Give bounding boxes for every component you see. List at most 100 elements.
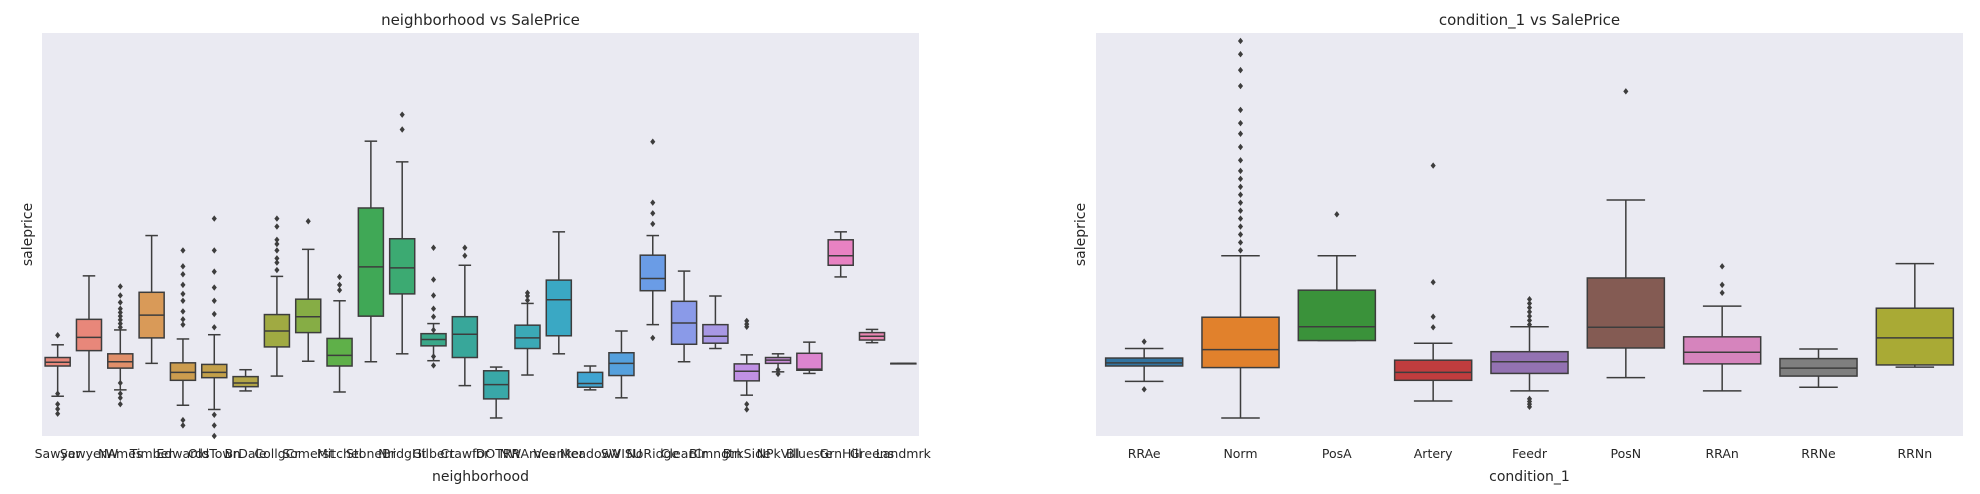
x-tick-labels: SawyerSawyerWNAmesTimberEdwardsOldTownBr… [35,446,932,461]
outlier-point [1237,247,1244,254]
box-Mitchel [326,273,353,393]
outlier-point [274,259,280,266]
outlier-point [524,289,531,297]
box-NAmes [107,283,134,408]
box-iqr [1393,359,1473,382]
box-iqr [827,239,854,267]
x-tick-label: BrDale [225,446,267,461]
outlier-point [1526,300,1533,307]
y-axis-label: saleprice [1073,203,1089,266]
box-SWISU [608,330,635,399]
x-tick-label: RRNn [1898,446,1933,461]
box-iqr [514,324,541,350]
x-tick-label: Crawfor [440,446,490,461]
x-tick-label: BrkSide [723,446,771,461]
box-iqr [702,323,729,344]
outlier-point [180,316,186,323]
x-tick-label: NridgHt [378,446,426,461]
outlier-point [55,405,61,413]
outlier-point [1526,304,1533,311]
outlier-point [117,292,123,299]
box-iqr [1490,350,1569,375]
outlier-point [1237,130,1244,137]
box-Feedr [1490,295,1569,411]
box-marks [44,111,917,440]
box-Veenker [545,231,573,355]
outlier-point [744,406,750,413]
outlier-point [430,362,437,369]
outlier-point [1526,312,1533,320]
outlier-point [1237,82,1244,90]
outlier-point [1237,37,1244,45]
outlier-point [1526,308,1533,316]
box-MeadowV [576,365,604,391]
box-iqr [1682,336,1762,365]
box-PosN [1586,88,1666,379]
box-Landmrk [890,362,917,365]
outlier-point [55,332,61,339]
outlier-point [117,324,123,331]
outlier-point [744,400,750,408]
outlier-point [1237,51,1244,58]
x-tick-label: SawyerW [60,446,118,461]
outlier-point [1141,386,1147,393]
box-iqr [1779,357,1858,377]
outlier-point [1719,281,1725,289]
outlier-point [775,370,781,378]
outlier-point [180,281,186,289]
box-Norm [1201,37,1280,419]
outlier-point [117,305,123,312]
outlier-point [117,316,123,324]
neighborhood-boxplot: neighborhood vs SalePrice neighborhood s… [20,11,932,485]
outlier-point [1237,143,1244,151]
box-iqr [232,375,259,388]
box-PosA [1297,211,1377,342]
outlier-point [1526,317,1533,324]
x-tick-label: Somerst [282,446,334,461]
x-tick-label: NWAmes [499,446,555,461]
box-iqr [200,363,228,379]
box-NWAmes [514,289,541,376]
box-iqr [1586,277,1666,349]
x-tick-label: Norm [1223,446,1257,461]
box-NPkVill [764,353,792,378]
x-tick-label: RRAn [1705,446,1738,461]
box-ClearCr [670,270,698,363]
box-StoneBr [357,140,385,363]
outlier-point [117,390,123,397]
outlier-point [180,271,186,278]
outlier-point [117,309,123,316]
box-iqr [107,353,134,369]
outlier-point [1237,183,1244,190]
outlier-point [1237,207,1244,214]
outlier-point [117,400,123,408]
x-tick-label: Feedr [1512,446,1548,461]
outlier-point [55,410,61,417]
box-iqr [639,254,667,292]
outlier-point [180,422,186,429]
x-tick-label: PosA [1322,446,1352,461]
x-tick-label: Blueste [786,446,833,461]
box-iqr [1297,289,1377,342]
box-iqr [576,371,604,388]
box-iqr [796,352,823,371]
box-Blueste [796,341,823,375]
outlier-point [274,266,280,274]
outlier-point [274,223,280,230]
box-iqr [1201,316,1280,369]
outlier-point [274,236,280,244]
outlier-point [650,138,656,145]
outlier-point [211,324,217,331]
condition-boxplot: condition_1 vs SalePrice condition_1 sal… [1073,11,1963,485]
outlier-point [117,299,123,306]
outlier-point [1237,215,1244,222]
box-NridgHt [388,111,416,355]
outlier-point [1526,395,1533,403]
outlier-point [430,244,437,251]
box-iqr [545,279,573,337]
box-Timber [138,234,165,365]
x-tick-label: CollgCr [254,446,300,461]
box-RRNn [1875,262,1955,368]
box-BrkSide [733,317,761,413]
